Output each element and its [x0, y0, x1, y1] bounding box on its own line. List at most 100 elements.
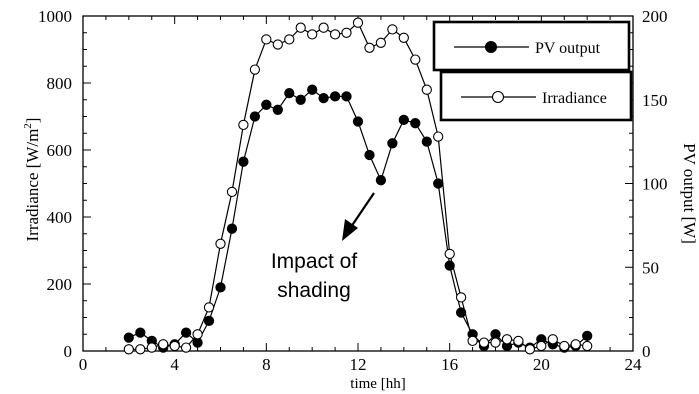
data-point: [582, 330, 593, 342]
y-left-title-main: Irradiance [W/m: [23, 129, 42, 242]
data-point: [215, 282, 226, 293]
data-point: [364, 42, 375, 53]
data-point: [203, 315, 215, 327]
x-tick-label: 16: [441, 355, 458, 374]
data-point: [341, 91, 352, 102]
legend-item-irradiance: Irradiance: [439, 70, 633, 122]
data-point: [307, 84, 318, 95]
series-pv-output: [123, 84, 593, 353]
data-point: [135, 327, 146, 338]
data-point: [398, 32, 409, 43]
data-point: [490, 337, 501, 348]
y-right-tick-label: 50: [642, 258, 659, 277]
data-point: [559, 340, 570, 352]
data-point: [135, 344, 146, 355]
data-point: [513, 335, 524, 347]
y-right-tick-label: 200: [642, 7, 668, 26]
data-point: [352, 116, 364, 127]
y-right-tick-label: 0: [642, 342, 651, 361]
legend-label: Irradiance: [542, 90, 607, 107]
y-left-tick-label: 400: [47, 208, 73, 227]
series-layer: [123, 17, 593, 355]
data-point: [284, 34, 295, 45]
data-point: [272, 39, 283, 50]
data-point: [249, 111, 261, 122]
data-point: [467, 335, 478, 347]
axes: 0 4 8 12 16 20 2402004006008001000050100150200…: [22, 7, 699, 392]
data-point: [524, 344, 536, 355]
data-point: [547, 334, 558, 345]
data-point: [295, 94, 306, 105]
data-point: [329, 29, 341, 40]
data-point: [433, 178, 444, 189]
annotation-text-line1: Impact of: [271, 250, 358, 273]
data-point: [180, 342, 192, 353]
data-point: [444, 248, 455, 260]
data-point: [261, 34, 272, 45]
data-point: [421, 84, 432, 95]
data-point: [375, 37, 387, 48]
data-point: [410, 118, 421, 129]
data-point: [455, 292, 467, 303]
data-point: [329, 91, 341, 102]
y-left-tick-label: 1000: [38, 7, 72, 26]
data-point: [203, 302, 215, 313]
data-point: [570, 339, 581, 350]
data-point: [536, 340, 547, 352]
data-point: [421, 136, 432, 147]
data-point: [272, 104, 283, 115]
data-point: [284, 87, 295, 99]
data-point: [341, 27, 352, 38]
x-tick-label: 24: [625, 355, 643, 374]
legend-box: [432, 20, 631, 72]
y-left-tick-label: 0: [64, 342, 73, 361]
x-tick-label: 4: [170, 355, 179, 374]
data-point: [158, 339, 169, 350]
data-point: [318, 22, 329, 33]
data-point: [192, 329, 203, 340]
x-tick-label: 12: [350, 355, 367, 374]
legend-item-pv-output: PV output: [432, 20, 631, 72]
x-tick-label: 0: [79, 355, 88, 374]
data-point: [123, 344, 134, 355]
data-point: [249, 64, 261, 75]
x-tick-label: 20: [533, 355, 550, 374]
y-right-tick-label: 150: [642, 91, 668, 110]
y-left-axis-title: Irradiance [W/m2]: [22, 118, 42, 242]
data-point: [226, 223, 238, 234]
data-point: [226, 186, 238, 198]
data-point: [169, 340, 180, 352]
legend-marker: [491, 90, 505, 104]
annotation-arrowhead: [342, 219, 358, 241]
y-left-title-end: ]: [23, 118, 42, 124]
data-point: [352, 17, 364, 28]
annotation: Impact of shading: [271, 192, 375, 302]
data-point: [501, 334, 513, 345]
data-point: [433, 131, 444, 142]
data-point: [375, 175, 387, 186]
data-point: [307, 29, 318, 40]
data-point: [215, 238, 226, 249]
data-point: [146, 342, 157, 353]
legend-label: PV output: [535, 40, 601, 57]
data-point: [180, 327, 192, 338]
legend-marker: [484, 40, 498, 54]
annotation-arrow-shaft: [350, 192, 375, 228]
x-axis-title: time [hh]: [350, 376, 405, 392]
data-point: [318, 92, 329, 104]
data-point: [387, 138, 398, 149]
legend: PV output Irradiance: [432, 20, 633, 122]
data-point: [295, 22, 306, 33]
data-point: [582, 340, 593, 352]
annotation-text-line2: shading: [277, 279, 351, 302]
data-point: [478, 337, 490, 348]
data-point: [123, 332, 134, 343]
series-line: [128, 88, 588, 349]
legend-box: [439, 70, 633, 122]
x-tick-label: 8: [262, 355, 271, 374]
data-point: [410, 54, 421, 65]
y-left-tick-label: 600: [47, 141, 73, 160]
data-point: [261, 99, 272, 110]
data-point: [364, 149, 375, 161]
